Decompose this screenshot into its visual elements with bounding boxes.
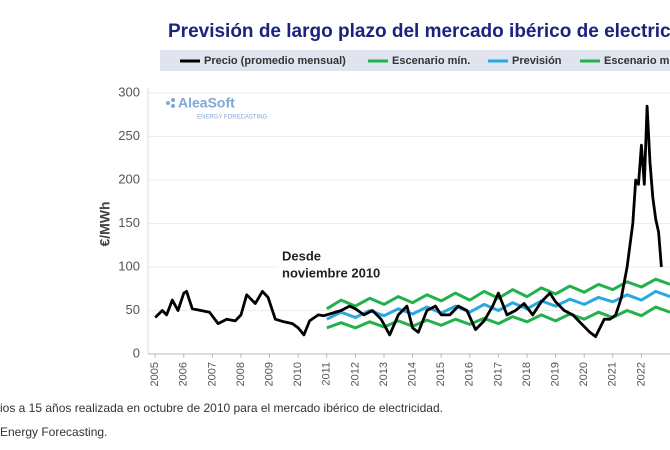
legend-label: Escenario m xyxy=(604,55,670,67)
legend-label: Previsión xyxy=(512,55,562,67)
x-tick-label: 2006 xyxy=(178,362,190,386)
logo-tagline: ENERGY FORECASTING xyxy=(197,115,268,121)
y-tick-label: 200 xyxy=(118,171,140,186)
x-tick-label: 2005 xyxy=(149,362,161,386)
logo-dot xyxy=(171,104,175,108)
y-tick-label: 50 xyxy=(126,302,140,317)
caption: ios a 15 años realizada en octubre de 20… xyxy=(0,401,443,439)
y-tick-label: 250 xyxy=(118,128,140,143)
chart-title: Previsión de largo plazo del mercado ibé… xyxy=(168,21,670,42)
x-tick-label: 2008 xyxy=(235,362,247,386)
legend-label: Escenario mín. xyxy=(392,55,470,67)
x-tick-label: 2020 xyxy=(578,362,590,386)
x-tick-label: 2018 xyxy=(521,362,533,386)
caption-line: Energy Forecasting. xyxy=(0,425,107,439)
plot-area xyxy=(154,104,670,338)
x-tick-label: 2017 xyxy=(492,362,504,386)
logo-name: AleaSoft xyxy=(178,95,235,111)
annotation-text: Desde xyxy=(282,248,321,263)
x-tick-label: 2009 xyxy=(263,362,275,386)
y-tick-label: 100 xyxy=(118,258,140,273)
x-tick-label: 2014 xyxy=(406,362,418,386)
y-tick-label: 0 xyxy=(133,345,140,360)
annotation-text: noviembre 2010 xyxy=(282,265,380,280)
logo-dot xyxy=(166,101,170,105)
y-tick-label: 300 xyxy=(118,84,140,99)
series-line xyxy=(326,289,670,321)
x-tick-label: 2022 xyxy=(635,362,647,386)
caption-line: ios a 15 años realizada en octubre de 20… xyxy=(0,401,443,415)
y-tick-label: 150 xyxy=(118,215,140,230)
x-tick-label: 2016 xyxy=(464,362,476,386)
x-tick-label: 2021 xyxy=(607,362,619,386)
x-tick-label: 2012 xyxy=(349,362,361,386)
logo-dot xyxy=(171,98,175,102)
logo: AleaSoft ENERGY FORECASTING xyxy=(166,95,268,121)
x-tick-label: 2011 xyxy=(321,362,333,386)
y-axis-label: €/MWh xyxy=(97,201,113,246)
legend-box xyxy=(160,50,670,71)
x-tick-label: 2015 xyxy=(435,362,447,386)
x-tick-label: 2019 xyxy=(549,362,561,386)
x-tick-label: 2010 xyxy=(292,362,304,386)
series-line xyxy=(154,104,663,338)
legend-label: Precio (promedio mensual) xyxy=(204,55,346,67)
x-tick-label: 2013 xyxy=(378,362,390,386)
annotation-box xyxy=(278,246,356,283)
x-tick-label: 2007 xyxy=(206,362,218,386)
annotation: Desde noviembre 2010 xyxy=(278,246,380,283)
series-line xyxy=(326,277,670,311)
